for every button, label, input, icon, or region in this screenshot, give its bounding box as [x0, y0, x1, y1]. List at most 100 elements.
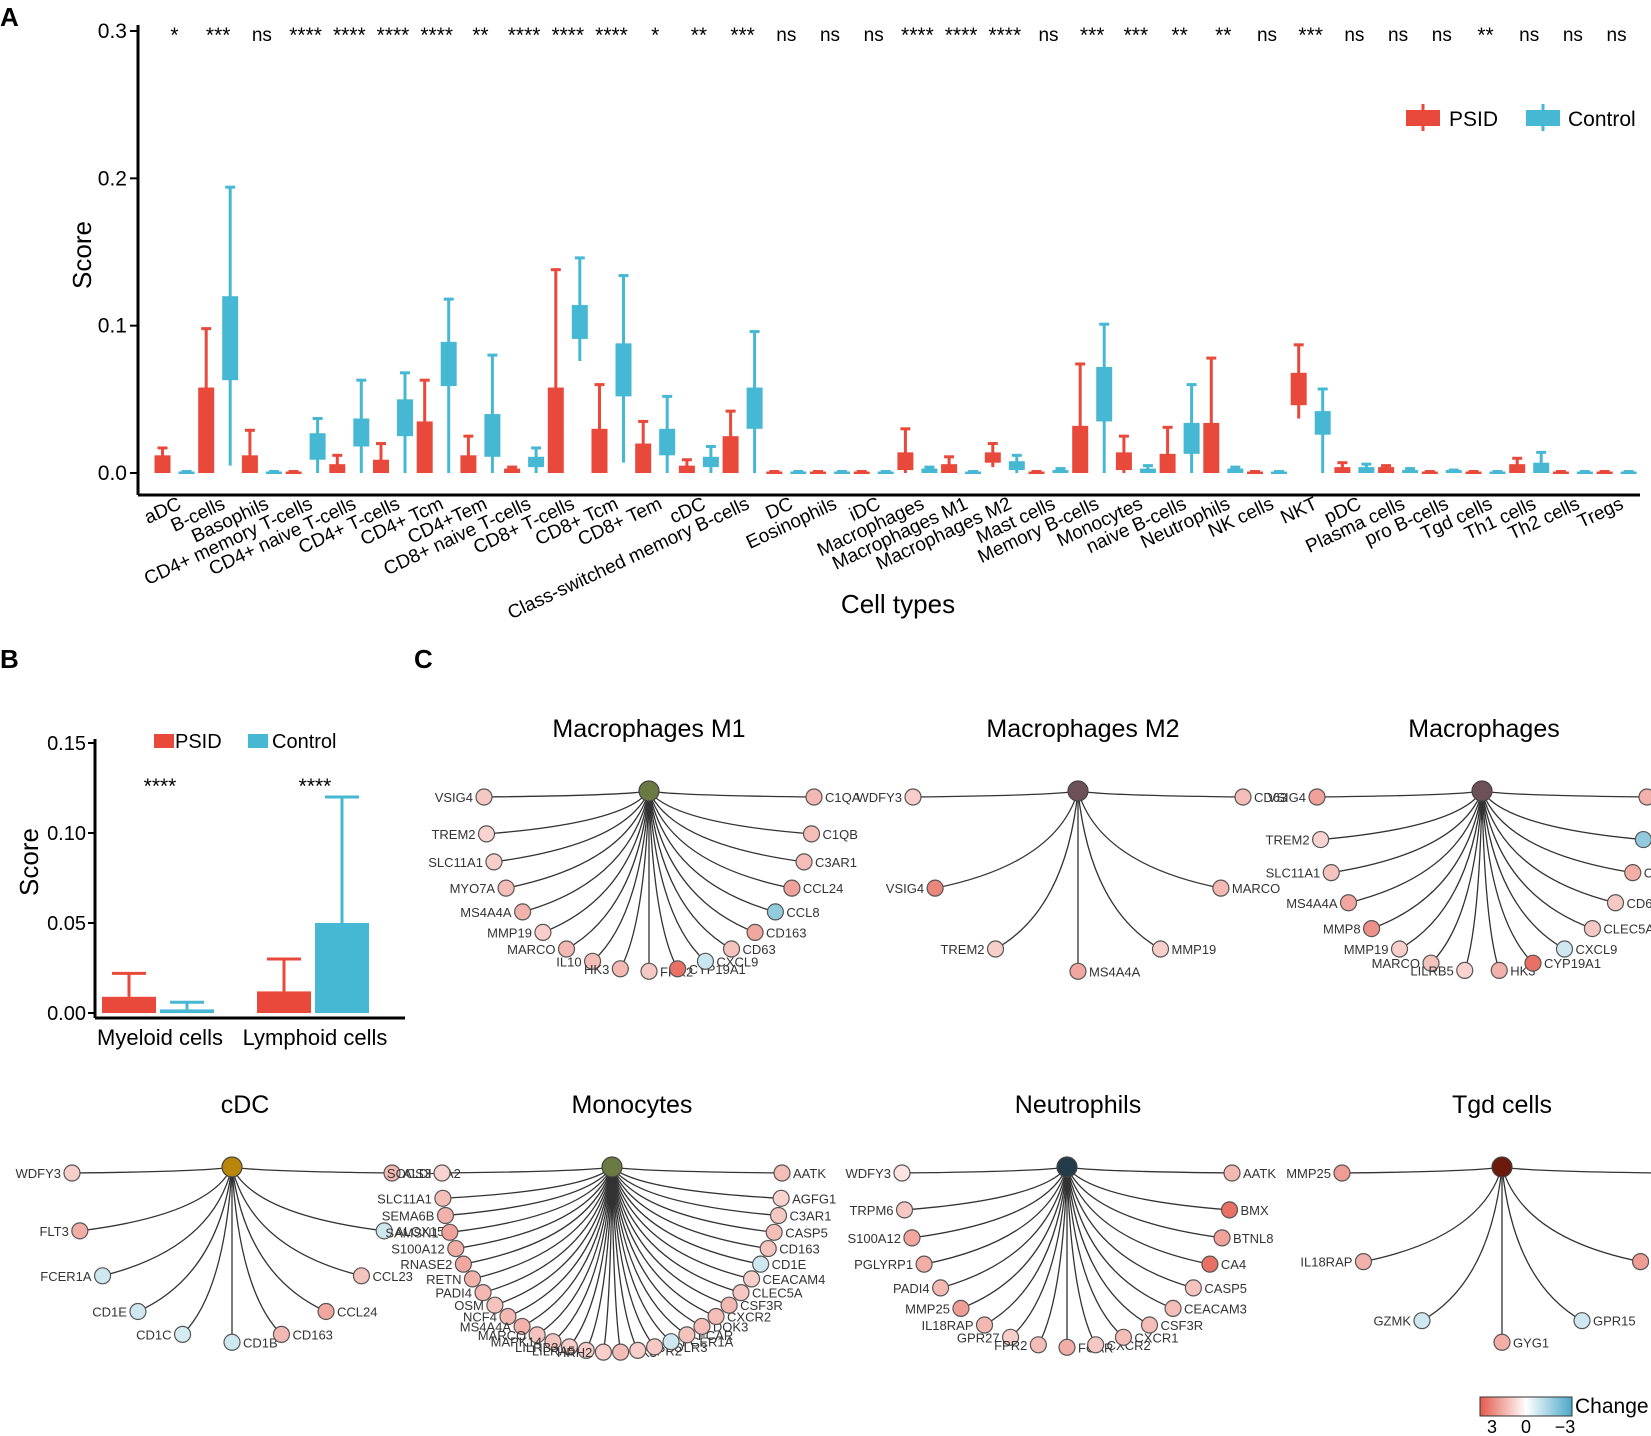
gene-node-circle [433, 1164, 451, 1182]
network-title: Macrophages M2 [986, 715, 1179, 743]
box-iqr [1509, 464, 1526, 473]
network-edge [1066, 1166, 1230, 1211]
box-b-cells-psid [198, 327, 215, 473]
gene-node-circle [904, 788, 922, 806]
box-iqr [1203, 422, 1220, 473]
gene-node-osm: OSM [454, 1166, 613, 1314]
network-edge [901, 1166, 1068, 1174]
gene-node-cxcl9: CXCL9 [1481, 790, 1617, 958]
box-iqr [484, 414, 501, 457]
gene-node-trem2: TREM2 [940, 790, 1079, 958]
gene-node-circle [1354, 1253, 1373, 1271]
gene-node-cxcl9: CXCL9 [648, 790, 758, 970]
box-iqr [659, 428, 676, 456]
gene-label: SLC11A1 [428, 855, 483, 870]
gene-node-mmp8: MMP8 [1323, 790, 1483, 938]
gene-node-circle [662, 1333, 680, 1351]
gene-node-marco: MARCO [1372, 790, 1483, 972]
network-edge [79, 1166, 233, 1232]
network-edge [542, 790, 650, 934]
gene-node-circle [447, 1239, 465, 1258]
gene-label: CASP5 [1204, 1281, 1247, 1296]
gene-node-circle [783, 879, 801, 897]
legend-psid-label: PSID [1449, 108, 1498, 131]
network-edge [1481, 790, 1648, 798]
bar-lymphoid-cells-control [315, 795, 369, 1013]
gene-node-circle [1220, 1201, 1239, 1219]
network-macrophages-m2: Macrophages M2 WDFY3 VSIG4 TREM2 MS4A4A MMP19… [857, 715, 1287, 980]
significance-tgd-cells: ** [1477, 24, 1493, 47]
gene-label: MARCO [1232, 881, 1280, 896]
panel-a-y-tick-label: 0.3 [98, 20, 127, 43]
significance-pdc: ns [1344, 25, 1364, 46]
gene-label: MMP19 [1344, 942, 1389, 957]
box-iqr [1290, 372, 1307, 406]
gene-node-hk3: HK3 [584, 790, 650, 978]
hub-node [1056, 1156, 1078, 1178]
significance-neutrophils: ** [1215, 24, 1231, 47]
network-edge [1341, 1166, 1503, 1174]
network-edge [648, 790, 756, 934]
legend-b-psid-label: PSID [175, 731, 222, 753]
gene-label: CA4 [1221, 1257, 1246, 1272]
box-memory-b-cells-psid [1072, 362, 1089, 473]
gene-node-circle [802, 825, 821, 843]
gene-label: TREM2 [431, 827, 475, 842]
gene-node-mmp25: MMP25 [1286, 1164, 1503, 1182]
network-edge [1363, 1166, 1503, 1263]
gene-node-cd63: CD63 [1077, 788, 1287, 806]
gene-label: GYG1 [1513, 1335, 1549, 1350]
box-iqr [941, 464, 958, 473]
box-iqr [285, 471, 302, 475]
box-cd4-tcm-psid [416, 378, 433, 473]
gene-node-circle [1583, 919, 1602, 938]
gene-label: CD163 [1644, 866, 1651, 881]
significance-eosinophils: ns [820, 25, 840, 46]
gene-node-casp5: CASP5 [611, 1166, 828, 1241]
gene-node-cd1e: CD1E [92, 1166, 233, 1321]
box-pdc-control [1358, 462, 1375, 473]
box-iqr [198, 387, 215, 473]
box-cd4-tem-control [484, 353, 501, 473]
gene-node-circle [486, 1296, 504, 1314]
significance-myeloid-cells: **** [144, 775, 177, 798]
box-iqr [1533, 462, 1550, 473]
box-iqr [241, 455, 258, 473]
network-edge [995, 790, 1079, 950]
gene-node-pglyrp1: PGLYRP1 [854, 1166, 1068, 1273]
network-edge [505, 790, 650, 889]
box-iqr [1596, 471, 1613, 475]
gene-node-cd163: CD163 [611, 1166, 820, 1258]
network-edge [611, 1166, 622, 1353]
gene-node-circle [129, 1302, 147, 1321]
box-nk-cells-psid [1247, 470, 1263, 475]
gene-label: AATK [1243, 1166, 1276, 1181]
hub-node [638, 780, 660, 802]
gene-label: VSIG4 [435, 790, 473, 805]
box-iqr [1445, 470, 1462, 473]
gene-node-circle [1524, 954, 1542, 972]
gene-node-c1qa: C1QA [1481, 788, 1651, 806]
gene-node-ceacam4: CEACAM4 [611, 1166, 825, 1288]
gene-node-circle [1114, 1328, 1133, 1346]
box-cd8-tem-control [659, 394, 676, 473]
gene-node-lilrb3: LILRB3 [515, 1166, 613, 1356]
box-iqr [810, 471, 826, 475]
box-cd4-t-cells-psid [373, 442, 389, 473]
bar-rect [160, 1009, 214, 1013]
significance-lymphoid-cells: **** [299, 775, 332, 798]
gene-node-circle [766, 903, 784, 921]
gene-label: SEMA6B [382, 1208, 435, 1223]
gene-node-circle [1223, 1164, 1241, 1182]
gene-node-slc11a1: SLC11A1 [1266, 790, 1483, 882]
gene-node-circle [272, 1325, 291, 1343]
panel-a-y-tick-label: 0.0 [98, 462, 127, 485]
box-dc-control [790, 470, 807, 475]
gene-label: IL10 [556, 954, 581, 969]
network-edge [507, 1166, 613, 1318]
gene-node-circle [1213, 1229, 1231, 1247]
gene-node-csf3r: CSF3R [611, 1166, 783, 1314]
network-title: Monocytes [572, 1091, 693, 1119]
gene-node-circle [513, 1317, 531, 1336]
box-cd4-tcm-control [440, 297, 457, 473]
